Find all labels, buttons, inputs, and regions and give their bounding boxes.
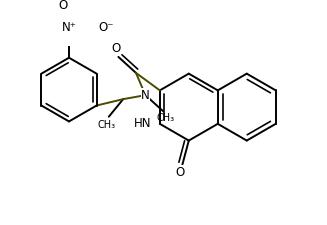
Text: O: O bbox=[58, 0, 67, 12]
Text: O: O bbox=[112, 43, 121, 55]
Text: CH₃: CH₃ bbox=[156, 113, 175, 123]
Text: N⁺: N⁺ bbox=[61, 21, 77, 34]
Text: O: O bbox=[175, 166, 185, 179]
Text: N: N bbox=[141, 89, 150, 102]
Text: HN: HN bbox=[134, 117, 152, 130]
Text: O⁻: O⁻ bbox=[99, 21, 114, 34]
Text: CH₃: CH₃ bbox=[97, 120, 115, 130]
